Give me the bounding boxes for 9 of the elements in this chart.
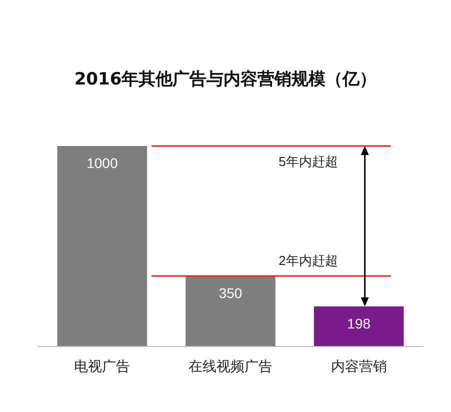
ref-line-label: 5年内赶超: [278, 154, 338, 169]
chart-title: 2016年其他广告与内容营销规模（亿）: [74, 70, 377, 90]
ref-line-label: 2年内赶超: [278, 253, 338, 268]
data-label: 198: [347, 315, 371, 332]
x-tick-label: 在线视频广告: [188, 359, 272, 375]
data-label: 1000: [86, 155, 118, 171]
data-label: 350: [218, 285, 242, 301]
x-tick-label: 电视广告: [74, 359, 130, 375]
x-tick-label: 内容营销: [330, 359, 387, 375]
